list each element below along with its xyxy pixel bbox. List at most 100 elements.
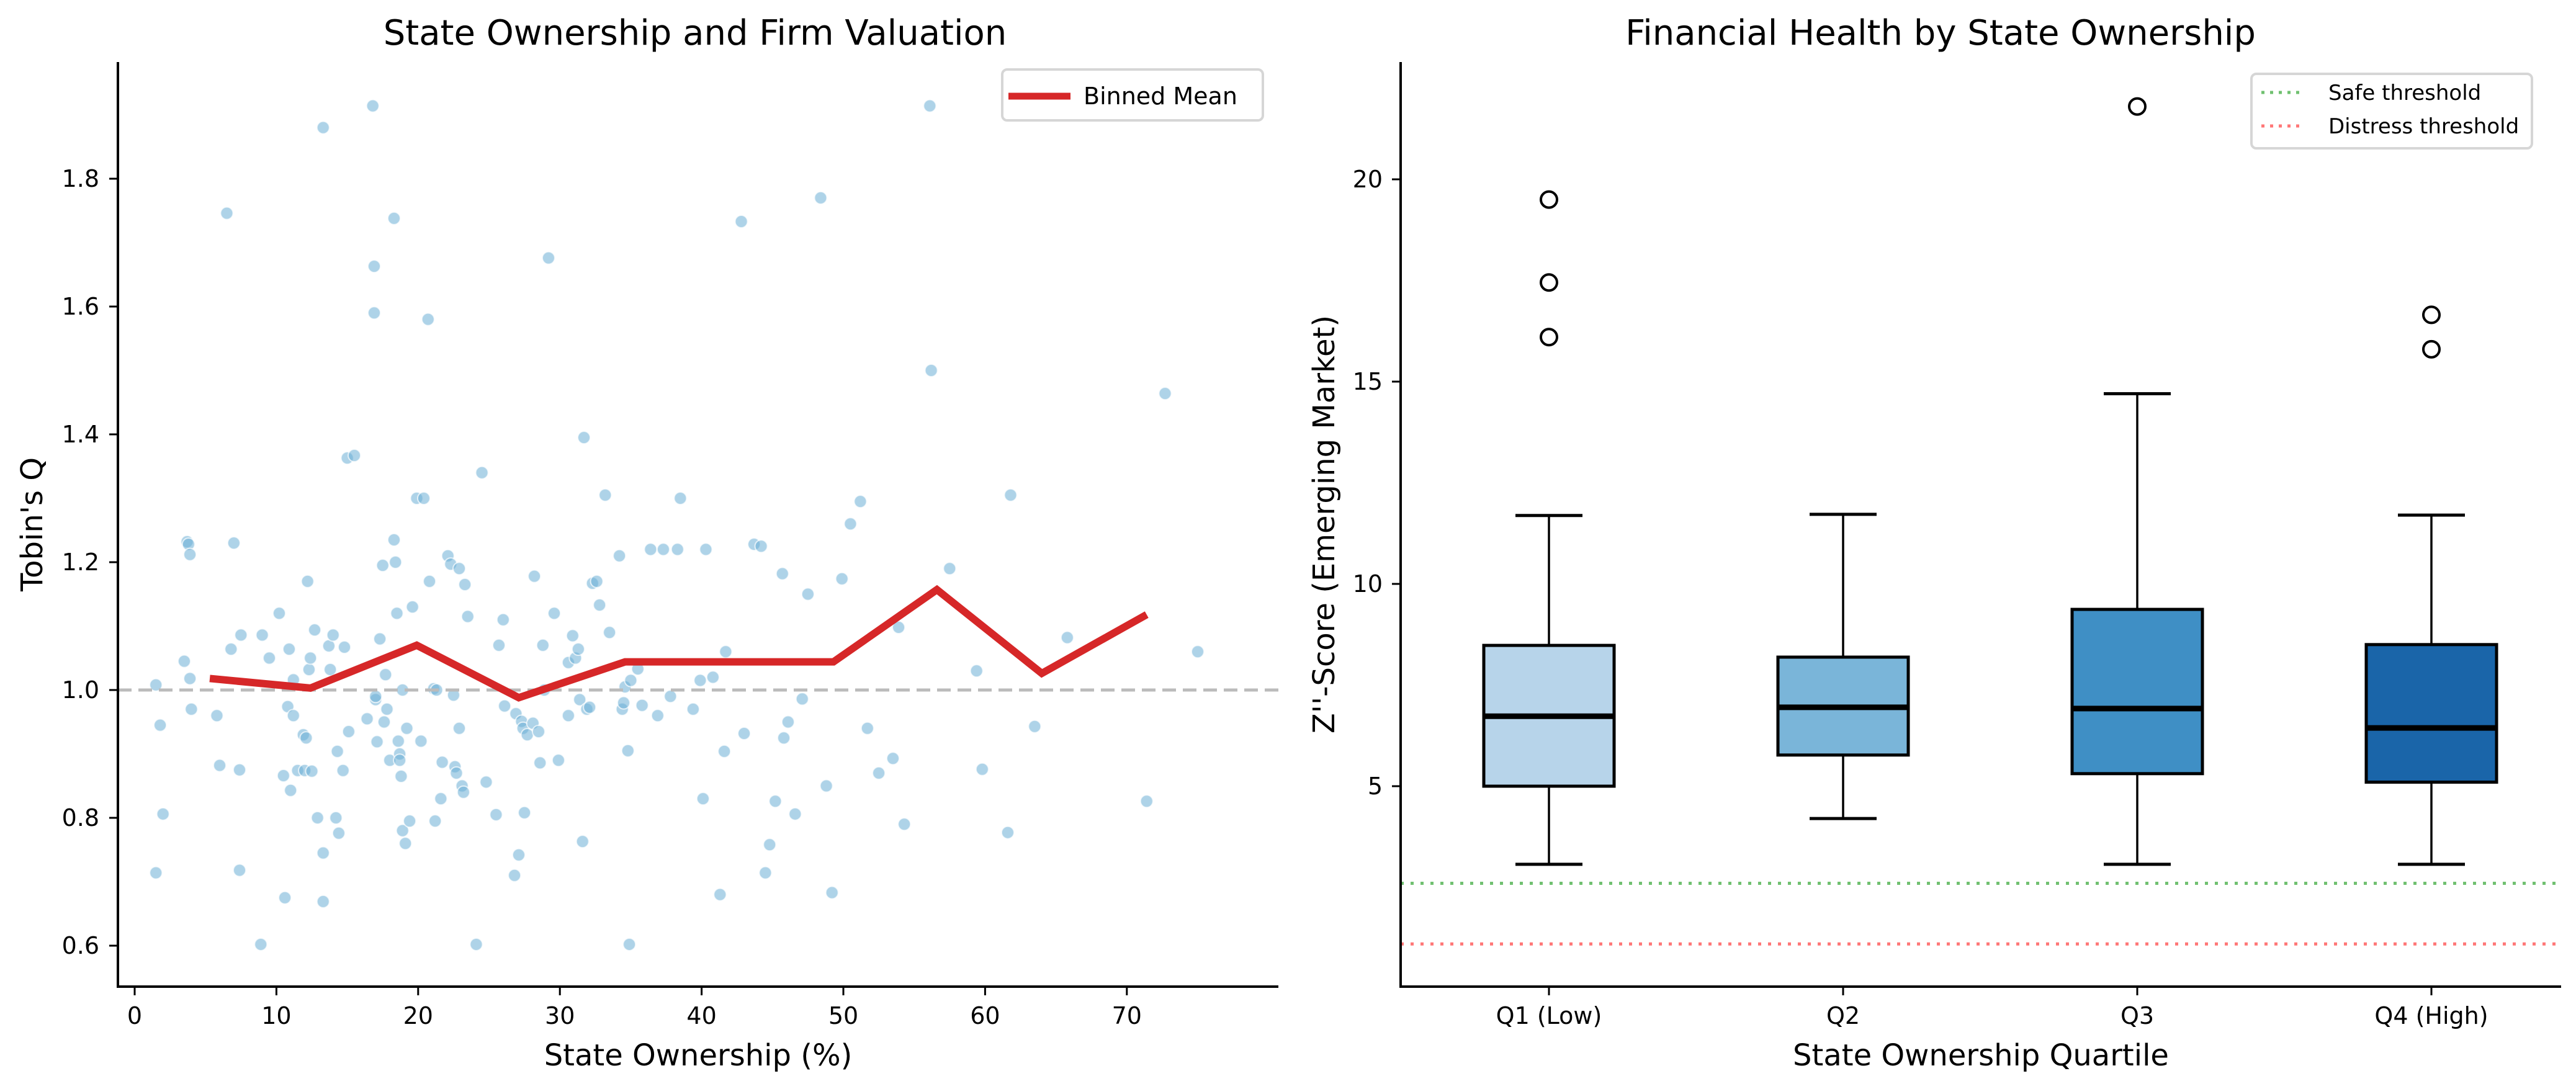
scatter-point (379, 668, 393, 682)
scatter-point (1003, 488, 1018, 502)
right-legend: Safe threshold Distress threshold (2250, 73, 2533, 150)
scatter-point (768, 794, 783, 809)
y-tick-label: 0.8 (62, 804, 99, 831)
scatter-point (316, 846, 330, 860)
scatter-point (373, 632, 387, 646)
scatter-point (860, 721, 874, 735)
scatter-point (621, 743, 635, 758)
scatter-point (286, 709, 300, 723)
y-tick-label: 15 (1353, 368, 1383, 395)
scatter-point (370, 735, 384, 749)
scatter-point (777, 731, 791, 745)
scatter-point (491, 638, 506, 652)
scatter-point (390, 606, 404, 621)
scatter-point (754, 539, 768, 553)
iqr-box (2364, 643, 2498, 784)
scatter-point (387, 211, 401, 225)
scatter-point (398, 836, 413, 851)
scatter-point (414, 734, 428, 748)
scatter-point (184, 702, 199, 716)
scatter-point (613, 549, 627, 563)
legend-label-distress: Distress threshold (2328, 114, 2519, 139)
scatter-point (533, 756, 547, 770)
scatter-point (819, 779, 833, 793)
scatter-point (590, 574, 604, 588)
scatter-point (375, 558, 390, 573)
scatter-point (360, 712, 374, 726)
scatter-point (149, 866, 163, 880)
scatter-point (853, 495, 868, 509)
x-tick-label: Q4 (High) (2374, 1002, 2488, 1029)
left-chart-title: State Ownership and Firm Valuation (384, 13, 1007, 53)
scatter-point (369, 689, 383, 704)
scatter-point (403, 814, 417, 828)
x-tick-label: 20 (403, 1002, 433, 1029)
scatter-point (303, 651, 318, 665)
scatter-point (616, 696, 631, 710)
scatter-point (336, 763, 350, 778)
y-tick-label: 1.6 (62, 293, 99, 320)
scatter-point (423, 574, 437, 588)
scatter-point (272, 606, 286, 621)
scatter-point (348, 448, 362, 462)
scatter-point (835, 571, 849, 586)
scatter-point (706, 670, 720, 684)
scatter-point (394, 769, 408, 784)
scatter-point (624, 673, 638, 688)
scatter-point (825, 885, 839, 900)
scatter-point (405, 600, 420, 614)
scatter-point (338, 640, 352, 654)
scatter-point (456, 785, 470, 799)
scatter-point (395, 823, 410, 838)
left-y-ticks: 0.6 0.8 1.0 1.2 1.4 1.6 1.8 (62, 165, 118, 959)
legend-box (1001, 68, 1264, 122)
scatter-point (520, 728, 534, 742)
left-y-axis-label: Tobin's Q (15, 457, 50, 592)
scatter-point (341, 724, 356, 738)
scatter-point (565, 629, 580, 643)
scatter-point (213, 758, 227, 773)
scatter-point (943, 562, 957, 576)
scatter-point (177, 654, 191, 668)
legend-label-binned-mean: Binned Mean (1084, 83, 1237, 110)
scatter-point (475, 465, 489, 480)
scatter-point (278, 890, 292, 905)
scatter-point (872, 766, 886, 780)
scatter-point (622, 937, 637, 951)
scatter-point (416, 491, 431, 505)
scatter-point (434, 792, 448, 806)
binned-mean-line (209, 585, 1149, 702)
scatter-point (460, 609, 475, 624)
scatter-point (310, 811, 325, 825)
scatter-point (479, 775, 493, 789)
scatter-point (719, 645, 733, 659)
scatter-point (234, 628, 248, 642)
legend-label-safe: Safe threshold (2328, 81, 2481, 105)
x-tick-label: 40 (686, 1002, 716, 1029)
scatter-point (254, 937, 268, 951)
scatter-point (183, 547, 197, 562)
scatter-point (1000, 825, 1015, 840)
scatter-point (305, 764, 319, 778)
scatter-point (153, 718, 168, 732)
scatter-point (452, 562, 467, 576)
scatter-point (508, 868, 522, 882)
scatter-point (366, 99, 380, 113)
scatter-point (775, 567, 789, 581)
scatter-point (923, 99, 937, 113)
y-tick-label: 5 (1368, 773, 1383, 800)
scatter-point (527, 569, 542, 583)
boxes (1482, 97, 2498, 866)
scatter-point (299, 731, 313, 745)
scatter-point (717, 744, 732, 758)
scatter-point (670, 542, 684, 557)
scatter-point (561, 709, 575, 723)
scatter-point (603, 625, 617, 640)
scatter-point (428, 814, 442, 828)
scatter-point (886, 751, 900, 766)
scatter-point (233, 763, 247, 777)
legend-box (2250, 73, 2533, 150)
y-tick-label: 1.8 (62, 165, 99, 192)
scatter-point (1060, 630, 1074, 645)
